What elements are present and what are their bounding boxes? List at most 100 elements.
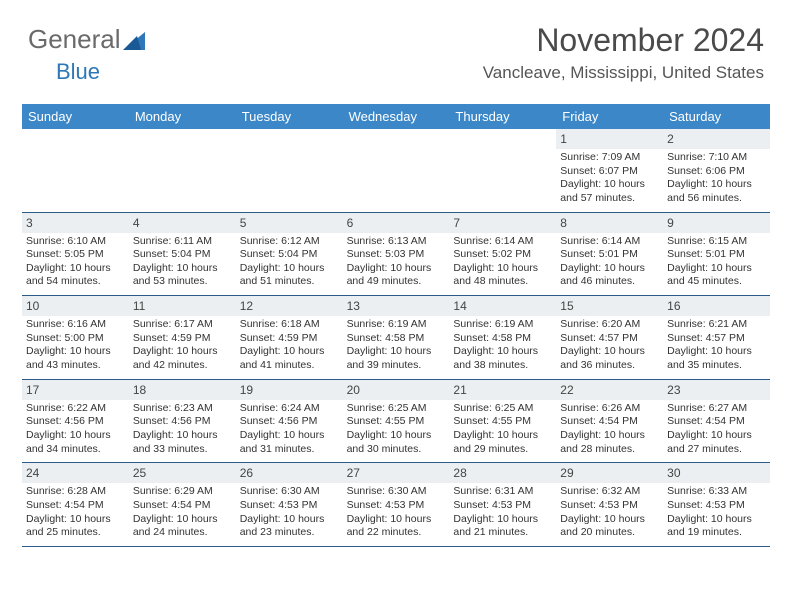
day-cell: 8Sunrise: 6:14 AMSunset: 5:01 PMDaylight… [556,213,663,296]
day-cell: 6Sunrise: 6:13 AMSunset: 5:03 PMDaylight… [343,213,450,296]
logo-text-1: General [28,24,121,54]
day-cell [22,129,129,212]
week-row: 24Sunrise: 6:28 AMSunset: 4:54 PMDayligh… [22,463,770,547]
day-number: 10 [22,296,129,316]
sunrise-text: Sunrise: 6:14 AM [453,235,552,249]
daylight-text: Daylight: 10 hours and 22 minutes. [347,513,446,540]
day-info: Sunrise: 6:21 AMSunset: 4:57 PMDaylight:… [667,318,766,373]
daylight-text: Daylight: 10 hours and 42 minutes. [133,345,232,372]
sunset-text: Sunset: 4:56 PM [240,415,339,429]
day-cell [236,129,343,212]
sunrise-text: Sunrise: 6:28 AM [26,485,125,499]
day-info: Sunrise: 6:30 AMSunset: 4:53 PMDaylight:… [240,485,339,540]
sunset-text: Sunset: 5:00 PM [26,332,125,346]
day-info: Sunrise: 7:10 AMSunset: 6:06 PMDaylight:… [667,151,766,206]
sunrise-text: Sunrise: 6:23 AM [133,402,232,416]
calendar: SundayMondayTuesdayWednesdayThursdayFrid… [22,104,770,547]
daylight-text: Daylight: 10 hours and 31 minutes. [240,429,339,456]
day-number: 9 [663,213,770,233]
sunset-text: Sunset: 4:53 PM [240,499,339,513]
sunset-text: Sunset: 4:56 PM [26,415,125,429]
daylight-text: Daylight: 10 hours and 35 minutes. [667,345,766,372]
week-row: 17Sunrise: 6:22 AMSunset: 4:56 PMDayligh… [22,380,770,464]
daylight-text: Daylight: 10 hours and 57 minutes. [560,178,659,205]
day-cell: 16Sunrise: 6:21 AMSunset: 4:57 PMDayligh… [663,296,770,379]
day-number: 6 [343,213,450,233]
day-number: 12 [236,296,343,316]
day-number: 3 [22,213,129,233]
sunrise-text: Sunrise: 6:32 AM [560,485,659,499]
day-number: 24 [22,463,129,483]
day-info: Sunrise: 6:14 AMSunset: 5:02 PMDaylight:… [453,235,552,290]
day-info: Sunrise: 6:14 AMSunset: 5:01 PMDaylight:… [560,235,659,290]
sunset-text: Sunset: 5:05 PM [26,248,125,262]
day-info: Sunrise: 6:33 AMSunset: 4:53 PMDaylight:… [667,485,766,540]
daylight-text: Daylight: 10 hours and 46 minutes. [560,262,659,289]
day-header-cell: Sunday [22,104,129,129]
day-info: Sunrise: 6:17 AMSunset: 4:59 PMDaylight:… [133,318,232,373]
sunrise-text: Sunrise: 6:10 AM [26,235,125,249]
day-cell: 20Sunrise: 6:25 AMSunset: 4:55 PMDayligh… [343,380,450,463]
day-cell: 17Sunrise: 6:22 AMSunset: 4:56 PMDayligh… [22,380,129,463]
sunset-text: Sunset: 4:59 PM [240,332,339,346]
day-info: Sunrise: 6:10 AMSunset: 5:05 PMDaylight:… [26,235,125,290]
day-number: 30 [663,463,770,483]
day-cell: 4Sunrise: 6:11 AMSunset: 5:04 PMDaylight… [129,213,236,296]
day-number: 1 [556,129,663,149]
daylight-text: Daylight: 10 hours and 48 minutes. [453,262,552,289]
day-cell: 5Sunrise: 6:12 AMSunset: 5:04 PMDaylight… [236,213,343,296]
day-cell: 24Sunrise: 6:28 AMSunset: 4:54 PMDayligh… [22,463,129,546]
daylight-text: Daylight: 10 hours and 43 minutes. [26,345,125,372]
day-info: Sunrise: 6:24 AMSunset: 4:56 PMDaylight:… [240,402,339,457]
day-info: Sunrise: 6:26 AMSunset: 4:54 PMDaylight:… [560,402,659,457]
sunset-text: Sunset: 4:56 PM [133,415,232,429]
sunset-text: Sunset: 4:57 PM [667,332,766,346]
day-info: Sunrise: 6:28 AMSunset: 4:54 PMDaylight:… [26,485,125,540]
sunrise-text: Sunrise: 6:24 AM [240,402,339,416]
sunset-text: Sunset: 5:04 PM [133,248,232,262]
sunrise-text: Sunrise: 6:16 AM [26,318,125,332]
day-info: Sunrise: 7:09 AMSunset: 6:07 PMDaylight:… [560,151,659,206]
sunset-text: Sunset: 5:01 PM [667,248,766,262]
sunset-text: Sunset: 4:58 PM [453,332,552,346]
day-info: Sunrise: 6:12 AMSunset: 5:04 PMDaylight:… [240,235,339,290]
day-cell: 23Sunrise: 6:27 AMSunset: 4:54 PMDayligh… [663,380,770,463]
sunset-text: Sunset: 4:53 PM [347,499,446,513]
day-cell: 10 Sunrise: 6:16 AMSunset: 5:00 PMDayligh… [22,296,129,379]
title-block: November 2024 Vancleave, Mississippi, Un… [483,22,764,83]
day-info: Sunrise: 6:29 AMSunset: 4:54 PMDaylight:… [133,485,232,540]
daylight-text: Daylight: 10 hours and 36 minutes. [560,345,659,372]
sunrise-text: Sunrise: 6:15 AM [667,235,766,249]
sunrise-text: Sunrise: 6:29 AM [133,485,232,499]
daylight-text: Daylight: 10 hours and 30 minutes. [347,429,446,456]
day-number: 23 [663,380,770,400]
day-number: 19 [236,380,343,400]
day-number: 8 [556,213,663,233]
day-number: 5 [236,213,343,233]
day-info: Sunrise: 6:11 AMSunset: 5:04 PMDaylight:… [133,235,232,290]
day-header-cell: Wednesday [343,104,450,129]
daylight-text: Daylight: 10 hours and 28 minutes. [560,429,659,456]
day-header-row: SundayMondayTuesdayWednesdayThursdayFrid… [22,104,770,129]
sunrise-text: Sunrise: 6:21 AM [667,318,766,332]
sunrise-text: Sunrise: 6:19 AM [347,318,446,332]
sunset-text: Sunset: 5:02 PM [453,248,552,262]
sunset-text: Sunset: 6:06 PM [667,165,766,179]
sunset-text: Sunset: 5:01 PM [560,248,659,262]
day-number: 13 [343,296,450,316]
sunrise-text: Sunrise: 6:20 AM [560,318,659,332]
daylight-text: Daylight: 10 hours and 51 minutes. [240,262,339,289]
daylight-text: Daylight: 10 hours and 41 minutes. [240,345,339,372]
day-cell: 26Sunrise: 6:30 AMSunset: 4:53 PMDayligh… [236,463,343,546]
day-cell: 11Sunrise: 6:17 AMSunset: 4:59 PMDayligh… [129,296,236,379]
sunset-text: Sunset: 4:59 PM [133,332,232,346]
sunset-text: Sunset: 4:57 PM [560,332,659,346]
day-cell: 19Sunrise: 6:24 AMSunset: 4:56 PMDayligh… [236,380,343,463]
sunset-text: Sunset: 4:58 PM [347,332,446,346]
week-row: 3Sunrise: 6:10 AMSunset: 5:05 PMDaylight… [22,213,770,297]
daylight-text: Daylight: 10 hours and 25 minutes. [26,513,125,540]
day-info: Sunrise: 6:30 AMSunset: 4:53 PMDaylight:… [347,485,446,540]
day-cell: 21Sunrise: 6:25 AMSunset: 4:55 PMDayligh… [449,380,556,463]
sunrise-text: Sunrise: 6:17 AM [133,318,232,332]
sunset-text: Sunset: 4:54 PM [667,415,766,429]
